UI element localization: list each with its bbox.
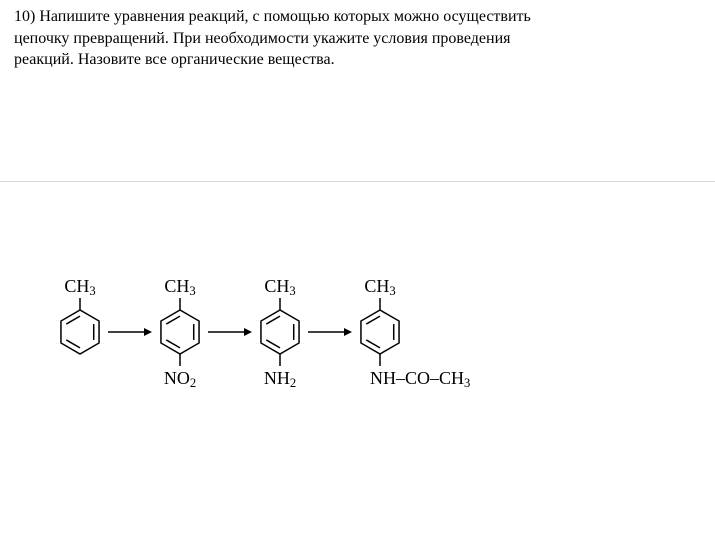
question-line1: Напишите уравнения реакций, с помощью ко…	[39, 8, 531, 25]
svg-text:CH3: CH3	[164, 276, 195, 298]
question-block: 10) Напишите уравнения реакций, с помощь…	[0, 0, 715, 71]
molecule-chain-svg: CH3 CH3 NO2 CH3 NH2 CH3 NH–CO–CH3	[40, 242, 600, 422]
question-line2: цепочку превращений. При необходимости у…	[14, 30, 511, 47]
svg-text:NH2: NH2	[264, 368, 296, 390]
question-line3: реакций. Назовите все органические вещес…	[14, 51, 335, 68]
svg-text:NO2: NO2	[164, 368, 196, 390]
svg-text:CH3: CH3	[64, 276, 95, 298]
svg-text:CH3: CH3	[264, 276, 295, 298]
question-number: 10)	[14, 8, 35, 25]
reaction-scheme: CH3 CH3 NO2 CH3 NH2 CH3 NH–CO–CH3	[0, 182, 715, 422]
svg-text:CH3: CH3	[364, 276, 395, 298]
svg-text:NH–CO–CH3: NH–CO–CH3	[370, 368, 470, 390]
